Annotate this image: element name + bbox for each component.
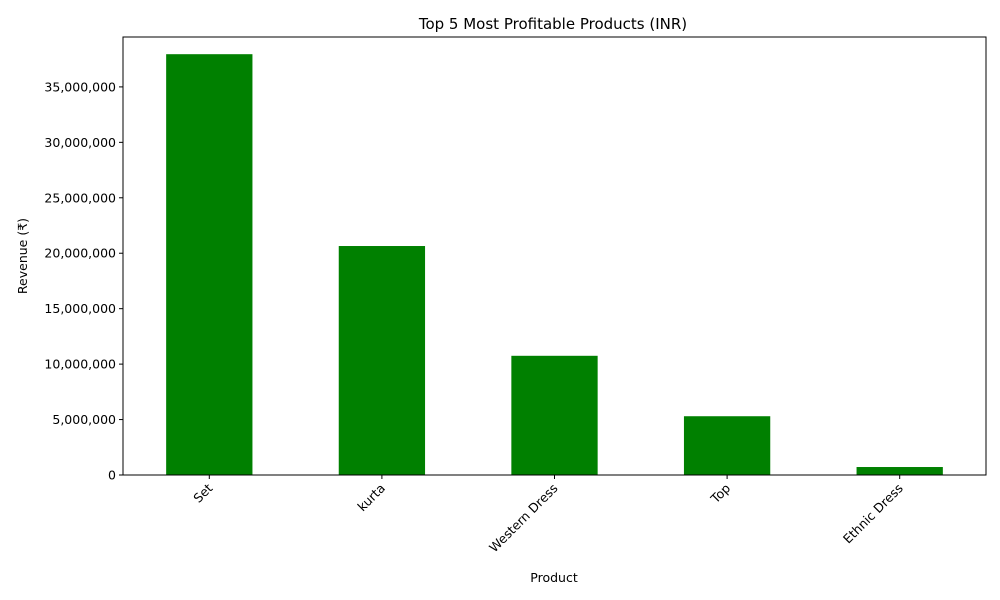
x-tick-label-2: Western Dress [486, 481, 561, 556]
x-tick-label-1: kurta [354, 481, 388, 515]
bar-3 [683, 416, 771, 475]
y-tick-label-3: 15,000,000 [44, 301, 116, 316]
y-tick-label-6: 30,000,000 [44, 135, 116, 150]
y-tick-label-1: 5,000,000 [52, 412, 116, 427]
x-tick-label-0: Set [190, 480, 215, 505]
bar-4 [856, 467, 943, 475]
y-tick-label-2: 10,000,000 [44, 357, 116, 372]
y-tick-label-0: 0 [108, 468, 116, 483]
x-tick-label-3: Top [707, 480, 733, 506]
y-axis-ticks: 0 5,000,000 10,000,000 15,000,000 20,000,000… [44, 79, 123, 483]
x-axis-ticks: Set kurta Western Dress Top Ethnic Dress [190, 475, 906, 555]
plot-frame [122, 36, 987, 476]
x-tick-label-4: Ethnic Dress [840, 481, 906, 547]
y-axis-label: Revenue (₹) [15, 218, 30, 294]
bar-0 [166, 54, 253, 475]
bar-2 [511, 355, 598, 475]
y-tick-label-5: 25,000,000 [44, 190, 116, 205]
bar-1 [338, 246, 426, 475]
x-axis-label: Product [530, 570, 578, 585]
chart-title: Top 5 Most Profitable Products (INR) [418, 15, 687, 33]
y-tick-label-4: 20,000,000 [44, 246, 116, 261]
bars-group [166, 54, 943, 475]
y-tick-label-7: 35,000,000 [44, 79, 116, 94]
